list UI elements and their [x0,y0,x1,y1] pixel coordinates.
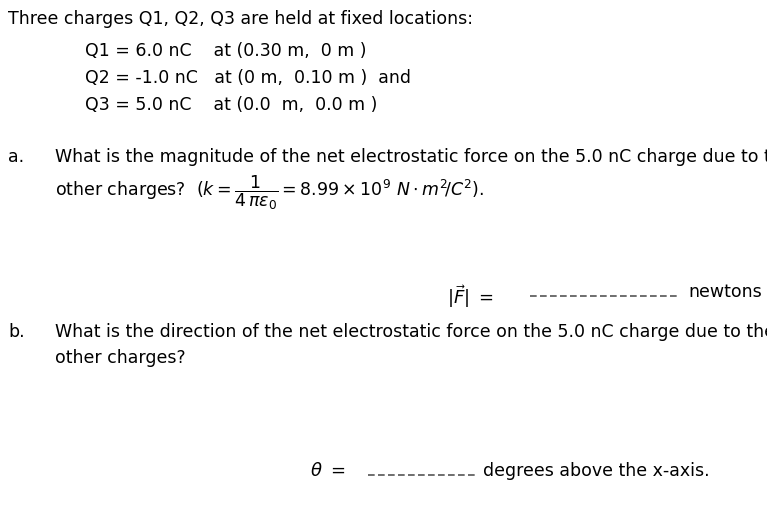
Text: Q1 = 6.0 nC    at (0.30 m,  0 m ): Q1 = 6.0 nC at (0.30 m, 0 m ) [85,42,367,60]
Text: newtons: newtons [688,283,762,301]
Text: Q3 = 5.0 nC    at (0.0  m,  0.0 m ): Q3 = 5.0 nC at (0.0 m, 0.0 m ) [85,96,377,114]
Text: Three charges Q1, Q2, Q3 are held at fixed locations:: Three charges Q1, Q2, Q3 are held at fix… [8,10,473,28]
Text: a.: a. [8,148,24,166]
Text: other charges?: other charges? [55,349,186,367]
Text: Q2 = -1.0 nC   at (0 m,  0.10 m )  and: Q2 = -1.0 nC at (0 m, 0.10 m ) and [85,69,411,87]
Text: What is the magnitude of the net electrostatic force on the 5.0 nC charge due to: What is the magnitude of the net electro… [55,148,767,166]
Text: $\theta\ =$: $\theta\ =$ [310,462,345,480]
Text: b.: b. [8,323,25,341]
Text: other charges?  $(k = \dfrac{1}{4\,\pi\epsilon_0} = 8.99 \times 10^9\ N \cdot m^: other charges? $(k = \dfrac{1}{4\,\pi\ep… [55,174,484,212]
Text: What is the direction of the net electrostatic force on the 5.0 nC charge due to: What is the direction of the net electro… [55,323,767,341]
Text: $|\vec{F}|\ =$: $|\vec{F}|\ =$ [447,283,494,310]
Text: degrees above the x-axis.: degrees above the x-axis. [483,462,709,480]
